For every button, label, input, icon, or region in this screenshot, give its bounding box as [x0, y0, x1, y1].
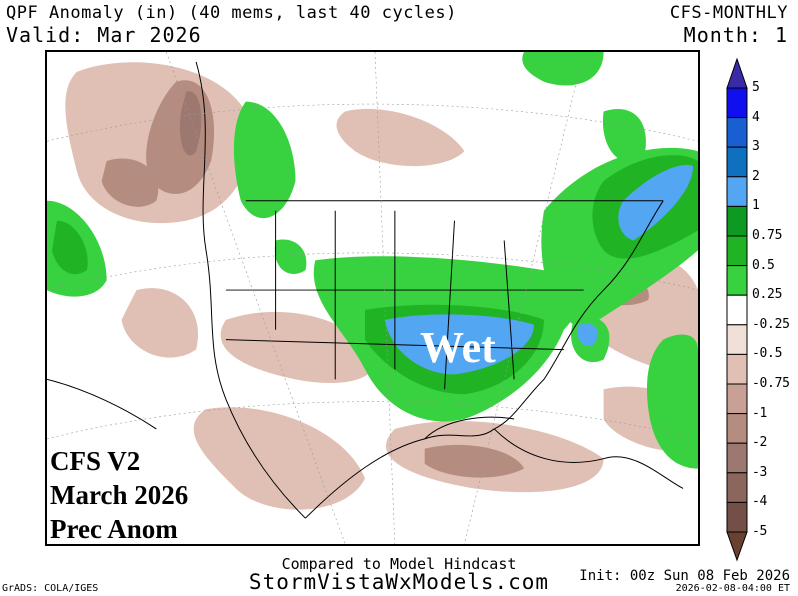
colorbar-min-arrow: [726, 531, 748, 562]
colorbar-segment: [726, 442, 748, 474]
colorbar-segment: [726, 294, 748, 326]
init-time: Init: 00z Sun 08 Feb 2026: [579, 568, 790, 584]
wet-anomaly-strong: [384, 164, 694, 375]
latitude-gridlines: [47, 52, 698, 544]
colorbar-label: 0.75: [752, 228, 783, 243]
colorbar-label: -0.75: [752, 376, 790, 391]
colorbar-label: -0.5: [752, 346, 783, 362]
colorbar-label: -0.25: [752, 316, 790, 332]
overlay-line-date: March 2026: [50, 480, 189, 510]
coastlines-and-borders: [47, 61, 684, 519]
valid-date: Valid: Mar 2026: [6, 23, 202, 47]
colorbar-label: -2: [752, 435, 768, 451]
colorbar-label: 5: [752, 80, 760, 95]
precip-anomaly-map: [45, 50, 700, 546]
forecast-month: Month: 1: [683, 23, 788, 47]
colorbar-segment: [726, 235, 748, 267]
colorbar-segment: [726, 146, 748, 178]
colorbar-label: -4: [752, 494, 768, 510]
overlay-line-field: Prec Anom: [50, 514, 178, 544]
colorbar-segment: [726, 383, 748, 415]
colorbar-label: 3: [752, 139, 760, 155]
colorbar-label: -1: [752, 405, 768, 421]
timestamp: 2026-02-08-04:00 ET: [675, 583, 790, 594]
map-title: QPF Anomaly (in) (40 mems, last 40 cycle…: [6, 3, 457, 23]
colorbar-segment: [726, 324, 748, 355]
colorbar-segment: [726, 265, 748, 296]
colorbar-segment: [726, 472, 748, 503]
overlay-line-model: CFS V2: [50, 446, 141, 476]
colorbar-label: 2: [752, 168, 760, 184]
colorbar-segment: [726, 353, 748, 385]
colorbar: [726, 58, 748, 562]
colorbar-segment: [726, 413, 748, 444]
colorbar-label: 0.5: [752, 257, 775, 273]
colorbar-segment: [726, 117, 748, 148]
colorbar-segment: [726, 87, 748, 119]
model-name: CFS-MONTHLY: [669, 3, 788, 23]
colorbar-segment: [726, 205, 748, 237]
colorbar-label: 1: [752, 198, 760, 214]
grads-credit: GrADS: COLA/IGES: [2, 583, 99, 594]
colorbar-label: -5: [752, 524, 768, 539]
site-name: StormVistaWxModels.com: [248, 570, 550, 594]
wet-label: Wet: [420, 323, 496, 372]
colorbar-segment: [726, 176, 748, 207]
colorbar-label: 4: [752, 109, 760, 125]
colorbar-max-arrow: [726, 58, 748, 89]
map-overlay-caption: CFS V2 March 2026 Prec Anom: [50, 444, 188, 546]
colorbar-label: -3: [752, 464, 768, 480]
colorbar-segment: [726, 501, 748, 533]
dry-anomaly-strongest: [179, 91, 202, 156]
colorbar-label: 0.25: [752, 287, 783, 303]
comparison-note: Compared to Model Hindcast: [281, 555, 517, 573]
